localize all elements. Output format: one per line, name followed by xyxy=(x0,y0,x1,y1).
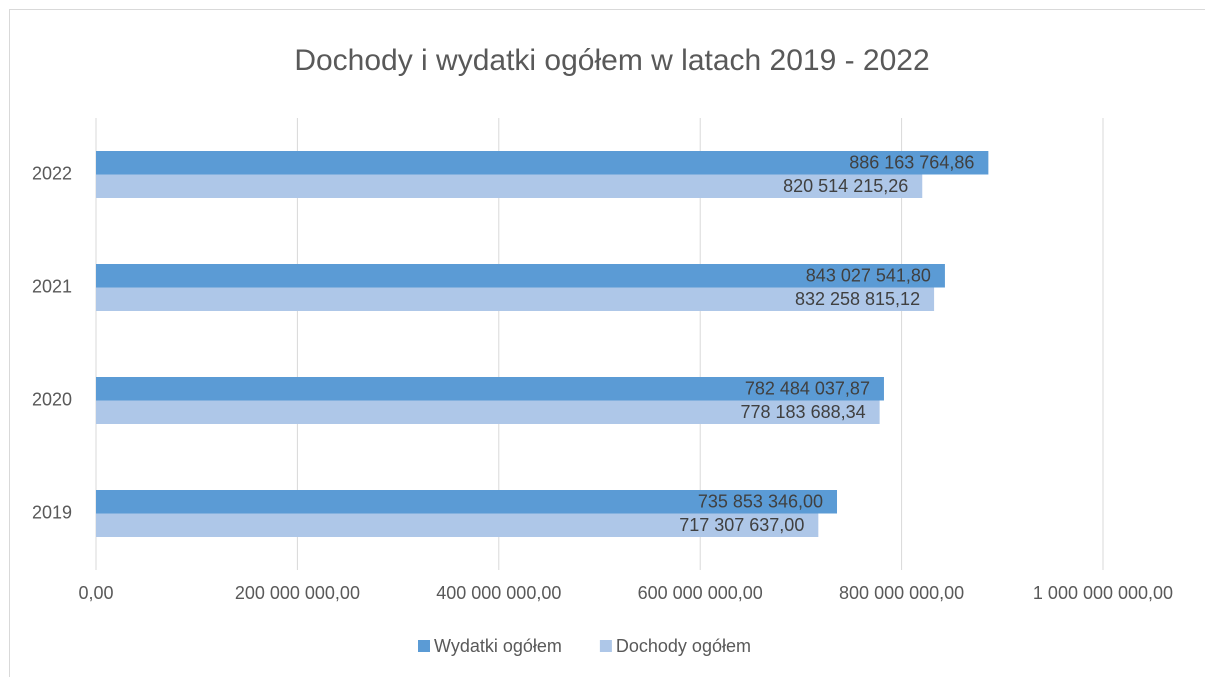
data-label: 735 853 346,00 xyxy=(698,492,823,512)
x-tick-label: 800 000 000,00 xyxy=(839,583,964,603)
chart-border xyxy=(9,9,1205,677)
x-tick-label: 200 000 000,00 xyxy=(235,583,360,603)
data-label: 820 514 215,26 xyxy=(783,176,908,196)
bar xyxy=(96,151,989,175)
bar xyxy=(96,377,884,401)
y-tick-label: 2020 xyxy=(32,389,72,409)
data-label: 717 307 637,00 xyxy=(679,515,804,535)
x-tick-label: 600 000 000,00 xyxy=(638,583,763,603)
legend-swatch xyxy=(599,640,612,652)
bar xyxy=(96,264,945,288)
y-tick-label: 2019 xyxy=(32,502,72,522)
bar xyxy=(96,513,819,537)
bar xyxy=(96,490,838,514)
x-tick-label: 1 000 000 000,00 xyxy=(1033,583,1173,603)
legend-label: Wydatki ogółem xyxy=(434,636,562,656)
x-tick-label: 400 000 000,00 xyxy=(436,583,561,603)
y-tick-label: 2022 xyxy=(32,163,72,183)
data-label: 843 027 541,80 xyxy=(806,266,931,286)
legend-label: Dochody ogółem xyxy=(616,636,751,656)
bar xyxy=(96,400,880,424)
data-label: 782 484 037,87 xyxy=(745,379,870,399)
chart-title: Dochody i wydatki ogółem w latach 2019 -… xyxy=(294,44,929,77)
bar xyxy=(96,287,935,311)
y-tick-label: 2021 xyxy=(32,276,72,296)
x-tick-label: 0,00 xyxy=(78,583,113,603)
data-label: 886 163 764,86 xyxy=(849,153,974,173)
legend-swatch xyxy=(418,640,430,652)
data-label: 778 183 688,34 xyxy=(741,402,866,422)
bar xyxy=(96,174,923,198)
data-label: 832 258 815,12 xyxy=(795,289,920,309)
